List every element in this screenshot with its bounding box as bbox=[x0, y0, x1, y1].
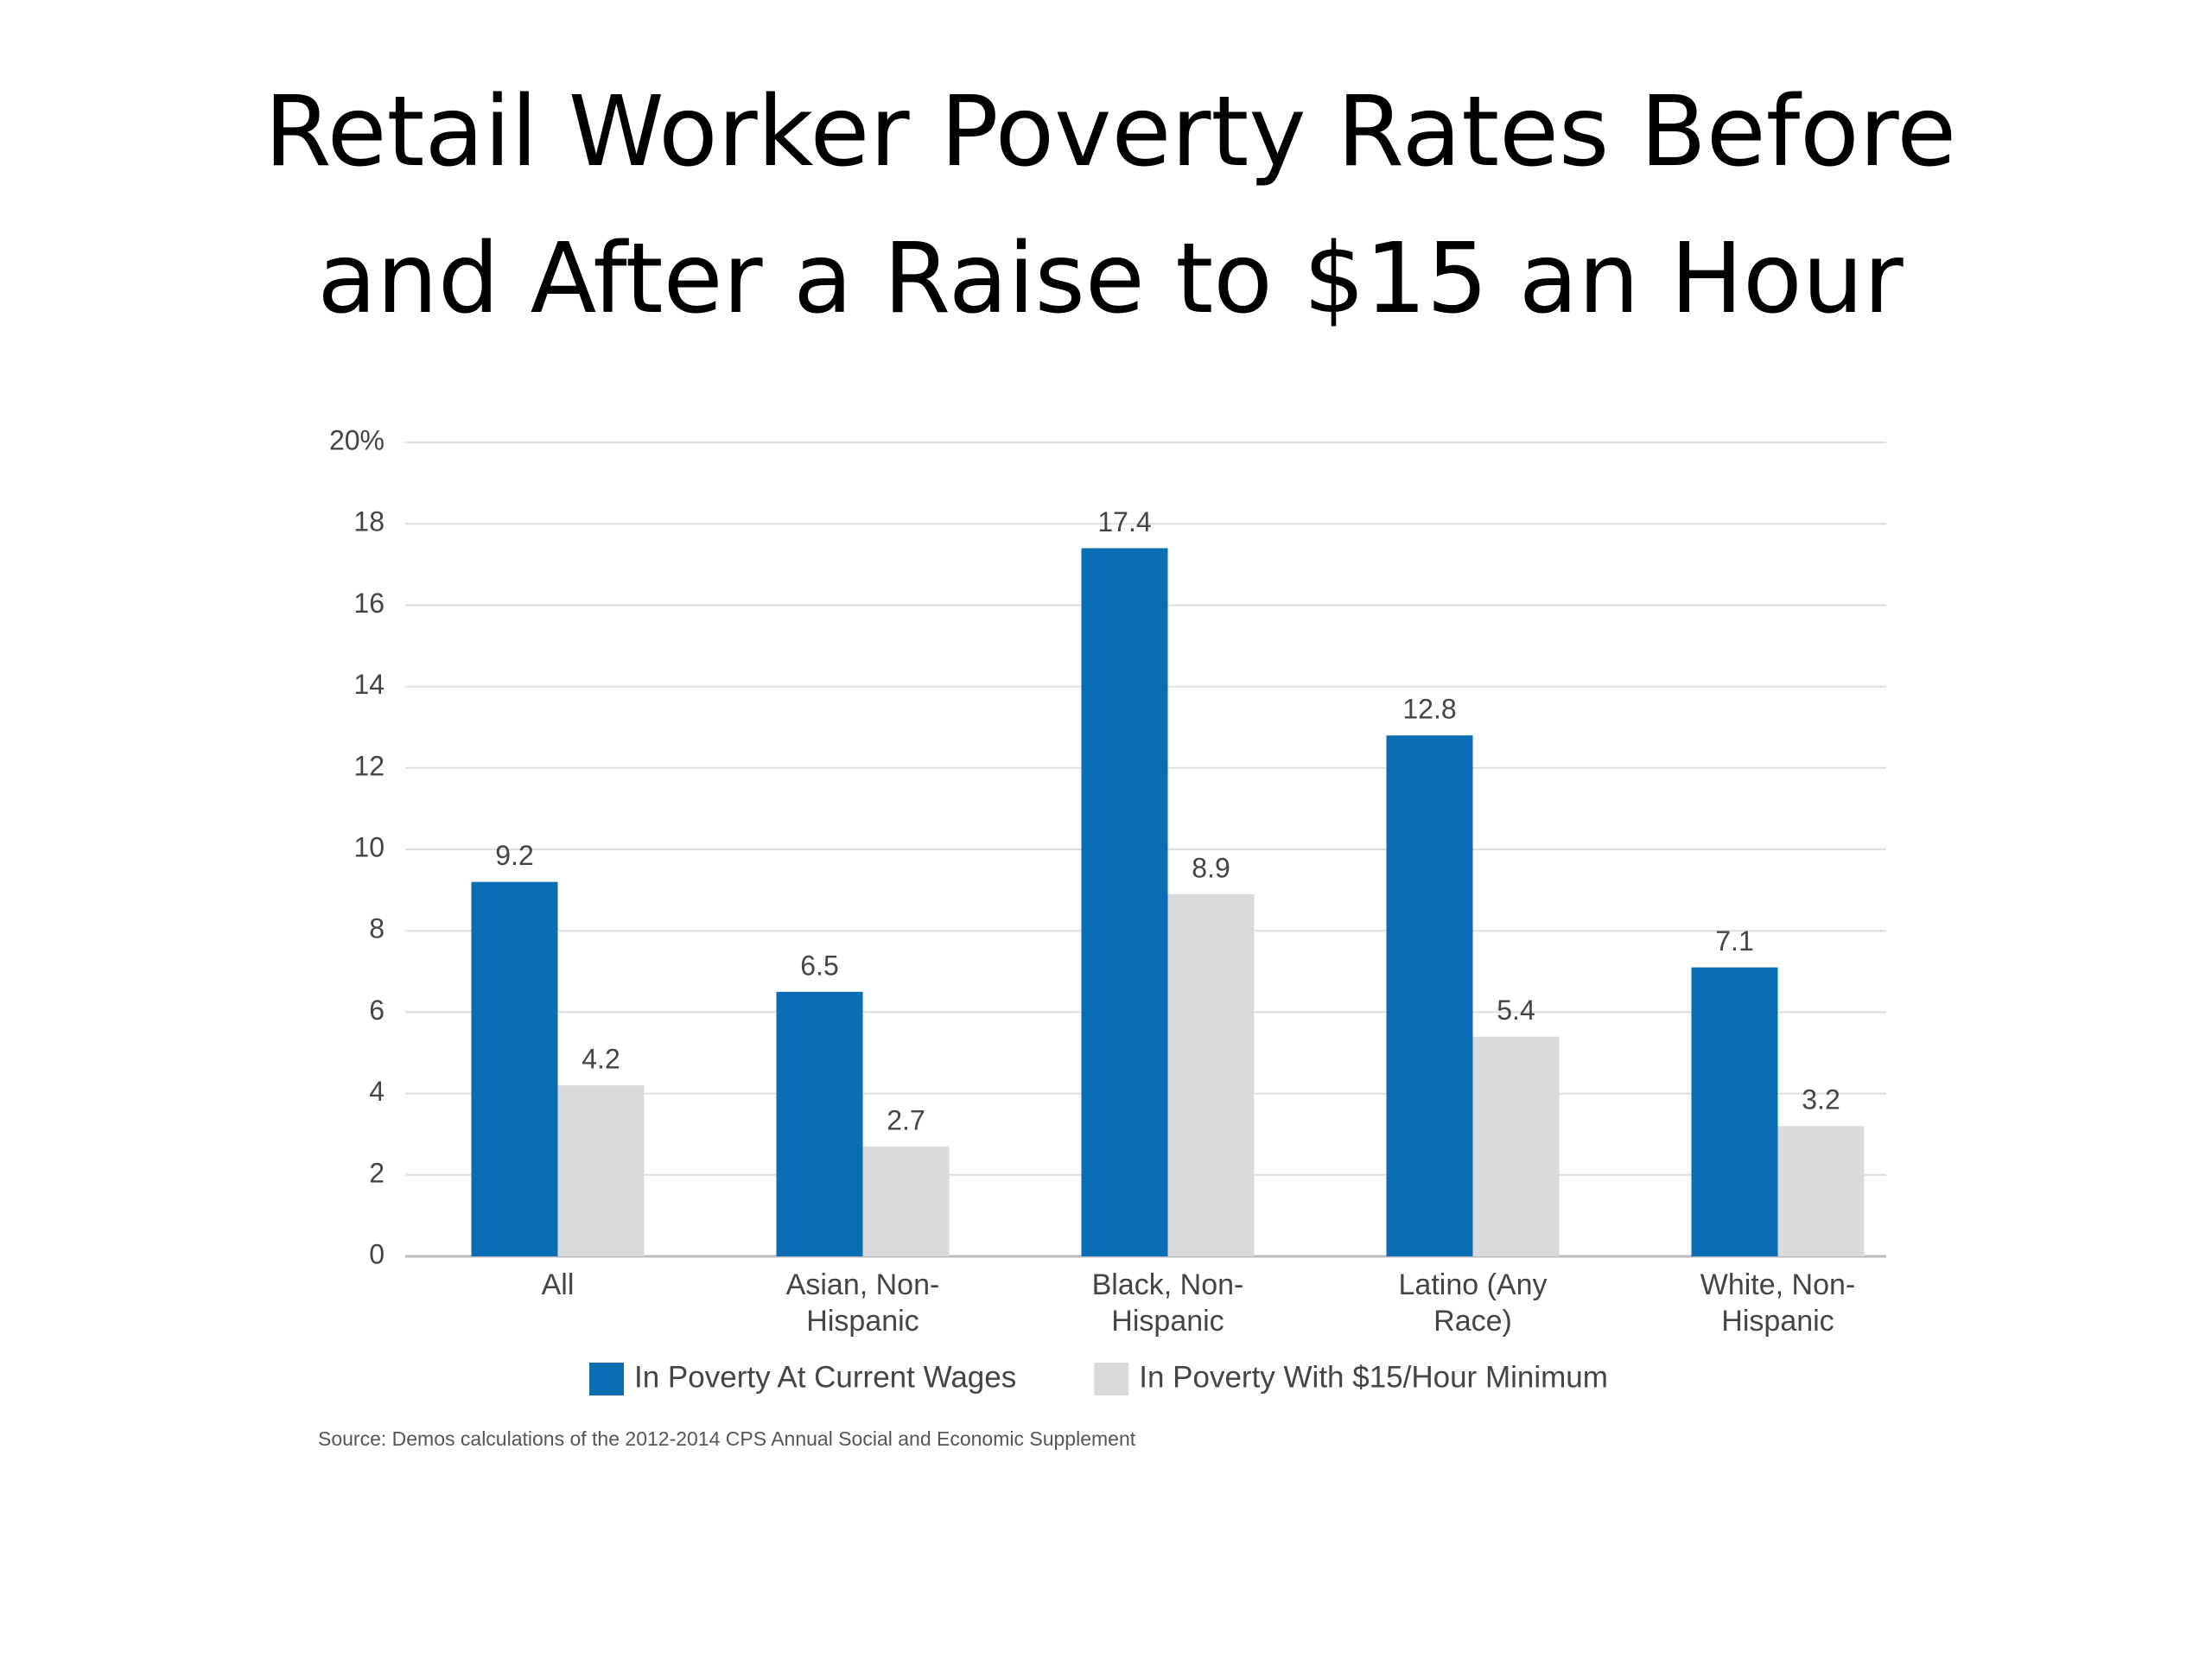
bar bbox=[557, 1085, 645, 1256]
chart-title: Retail Worker Poverty Rates Before bbox=[264, 76, 1956, 188]
bar bbox=[1472, 1036, 1560, 1256]
y-tick-label: 18 bbox=[353, 506, 385, 537]
y-tick-label: 16 bbox=[353, 588, 385, 619]
data-label: 7.1 bbox=[1715, 925, 1753, 957]
y-tick-label: 14 bbox=[353, 669, 385, 700]
y-tick-label: 6 bbox=[369, 995, 385, 1026]
legend-swatch bbox=[1094, 1363, 1129, 1395]
legend-label: In Poverty At Current Wages bbox=[634, 1360, 1016, 1394]
data-label: 8.9 bbox=[1192, 852, 1230, 883]
y-tick-label: 0 bbox=[369, 1238, 385, 1269]
bar bbox=[471, 881, 558, 1256]
x-tick-label: All bbox=[541, 1268, 575, 1301]
data-label: 3.2 bbox=[1802, 1084, 1840, 1116]
legend-label: In Poverty With $15/Hour Minimum bbox=[1139, 1360, 1608, 1394]
x-tick-label: White, Non-Hispanic bbox=[1700, 1268, 1856, 1338]
data-label: 17.4 bbox=[1097, 506, 1151, 537]
source-note: Source: Demos calculations of the 2012-2… bbox=[318, 1427, 1136, 1450]
bar bbox=[1691, 967, 1778, 1256]
x-tick-label: Latino (Any Race) bbox=[1398, 1268, 1548, 1338]
bar bbox=[1081, 548, 1168, 1256]
y-tick-label: 2 bbox=[369, 1157, 385, 1188]
bar bbox=[776, 991, 863, 1256]
legend-swatch bbox=[589, 1363, 624, 1395]
y-tick-label: 20% bbox=[329, 424, 385, 455]
data-label: 9.2 bbox=[495, 840, 533, 871]
y-tick-label: 12 bbox=[353, 750, 385, 781]
y-tick-label: 8 bbox=[369, 913, 385, 944]
data-label: 5.4 bbox=[1497, 995, 1535, 1026]
bar bbox=[1386, 735, 1473, 1256]
x-tick-label: Asian, Non-Hispanic bbox=[785, 1268, 940, 1338]
bar bbox=[862, 1146, 950, 1256]
chart-title: and After a Raise to $15 an Hour bbox=[317, 223, 1904, 335]
y-tick-label: 4 bbox=[369, 1076, 385, 1107]
x-tick-label: Black, Non-Hispanic bbox=[1091, 1268, 1244, 1338]
data-label: 2.7 bbox=[887, 1104, 925, 1135]
data-label: 12.8 bbox=[1402, 694, 1456, 725]
bar bbox=[1167, 893, 1255, 1256]
y-tick-label: 10 bbox=[353, 831, 385, 862]
data-label: 6.5 bbox=[800, 950, 838, 981]
bar bbox=[1777, 1126, 1865, 1256]
data-label: 4.2 bbox=[582, 1044, 620, 1075]
